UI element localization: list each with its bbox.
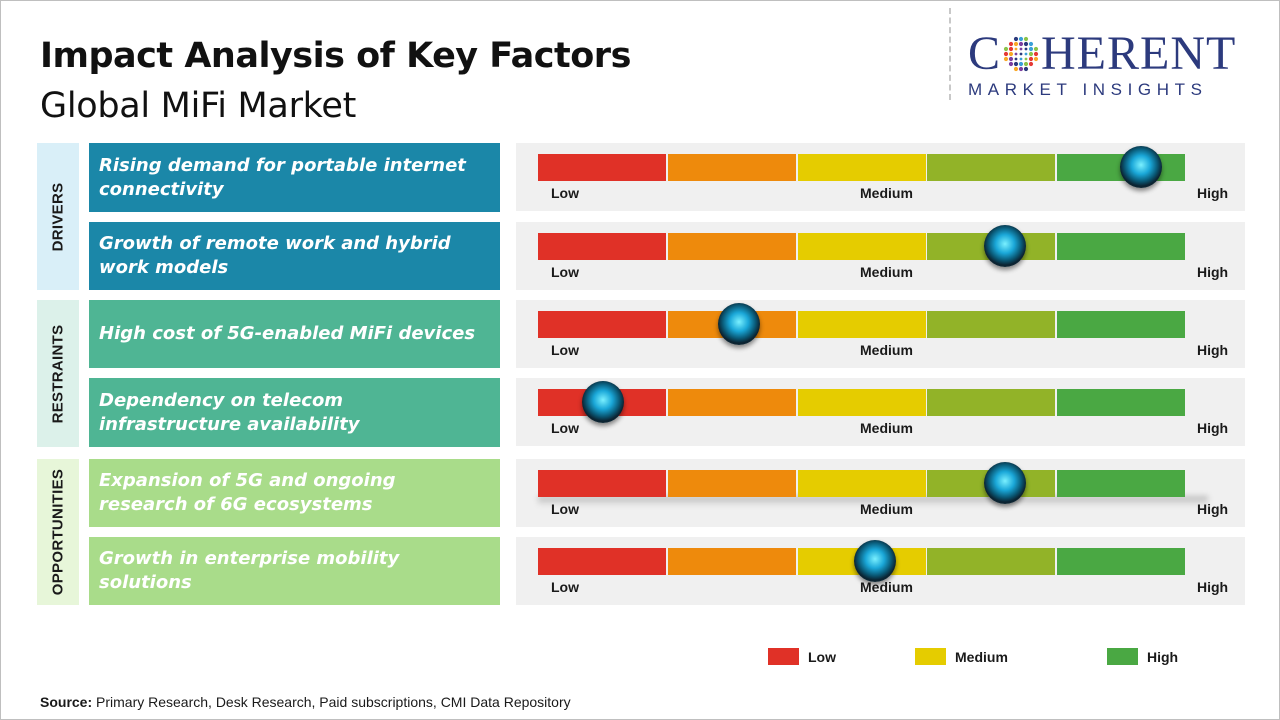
scale-label-low: Low (551, 264, 579, 280)
factor-label: Rising demand for portable internet conn… (89, 143, 500, 212)
page-title: Impact Analysis of Key Factors (40, 36, 631, 76)
gauge-segment (538, 154, 666, 181)
gauge-segment (538, 311, 666, 338)
impact-gauge: Low Medium High (516, 459, 1245, 527)
scale-label-high: High (1197, 501, 1229, 517)
gauge-segment (927, 548, 1055, 575)
legend-label-medium: Medium (955, 648, 1008, 665)
impact-gauge: Low Medium High (516, 378, 1245, 446)
factor-label: Growth in enterprise mobility solutions (89, 537, 500, 605)
impact-gauge: Low Medium High (516, 300, 1245, 368)
logo-tagline: MARKET INSIGHTS (968, 80, 1208, 99)
scale-label-medium: Medium (860, 579, 913, 595)
impact-marker (983, 225, 1026, 267)
factor-label: Growth of remote work and hybrid work mo… (89, 222, 500, 290)
scale-label-high: High (1197, 342, 1229, 358)
factor-label: High cost of 5G-enabled MiFi devices (89, 300, 500, 368)
scale-label-medium: Medium (860, 501, 913, 517)
impact-marker (581, 381, 624, 423)
impact-gauge: Low Medium High (516, 537, 1245, 605)
source-note: Source: Primary Research, Desk Research,… (40, 694, 571, 710)
scale-label-low: Low (551, 501, 579, 517)
factor-label: Dependency on telecom infrastructure ava… (89, 378, 500, 447)
gauge-segment (668, 470, 796, 497)
scale-label-low: Low (551, 579, 579, 595)
gauge-segment (1057, 389, 1185, 416)
scale-label-high: High (1197, 264, 1229, 280)
source-label: Source: (40, 694, 93, 710)
category-name: RESTRAINTS (49, 324, 67, 423)
category-label-opportunities: OPPORTUNITIES (37, 459, 79, 605)
gauge-segment (538, 233, 666, 260)
gauge-segment (668, 548, 796, 575)
impact-gauge: Low Medium High (516, 143, 1245, 211)
gauge-segment (538, 470, 666, 497)
gauge-segment (668, 389, 796, 416)
gauge-segment (798, 233, 926, 260)
legend-label-high: High (1147, 648, 1179, 665)
legend-item-low: Low (768, 648, 836, 665)
scale-label-high: High (1197, 420, 1229, 436)
impact-marker (853, 540, 896, 582)
scale-label-high: High (1197, 579, 1229, 595)
gauge-segment (927, 154, 1055, 181)
scale-label-medium: Medium (860, 185, 913, 201)
gauge-segment (927, 389, 1055, 416)
scale-label-medium: Medium (860, 420, 913, 436)
logo-wordmark: C HERENT (968, 27, 1237, 80)
category-label-drivers: DRIVERS (37, 143, 79, 290)
source-text: Primary Research, Desk Research, Paid su… (92, 694, 571, 710)
impact-gauge: Low Medium High (516, 222, 1245, 290)
scale-label-low: Low (551, 420, 579, 436)
category-name: DRIVERS (49, 182, 67, 251)
gauge-segment (668, 233, 796, 260)
category-label-restraints: RESTRAINTS (37, 300, 79, 447)
page-subtitle: Global MiFi Market (40, 86, 357, 126)
legend-swatch-medium (915, 648, 946, 665)
gauge-segment (668, 154, 796, 181)
gauge-segment (538, 548, 666, 575)
legend-item-high: High (1107, 648, 1178, 665)
scale-label-low: Low (551, 342, 579, 358)
gauge-segment (798, 389, 926, 416)
gauge-shadow (538, 496, 1208, 506)
legend-swatch-high (1107, 648, 1138, 665)
gauge-segment (798, 470, 926, 497)
gauge-segment (1057, 233, 1185, 260)
scale-label-high: High (1197, 185, 1229, 201)
gauge-segment (798, 154, 926, 181)
gauge-segment (1057, 470, 1185, 497)
impact-marker (983, 462, 1026, 504)
gauge-segment (1057, 311, 1185, 338)
gauge-segment (1057, 548, 1185, 575)
factor-label: Expansion of 5G and ongoing research of … (89, 459, 500, 527)
scale-label-medium: Medium (860, 264, 913, 280)
impact-marker (1119, 146, 1162, 188)
impact-marker (717, 303, 760, 345)
gauge-segment (798, 311, 926, 338)
scale-label-medium: Medium (860, 342, 913, 358)
category-name: OPPORTUNITIES (49, 468, 67, 596)
legend-item-medium: Medium (915, 648, 1008, 665)
legend-swatch-low (768, 648, 799, 665)
gauge-segment (927, 311, 1055, 338)
legend-label-low: Low (808, 648, 836, 665)
header-divider (949, 8, 951, 100)
scale-label-low: Low (551, 185, 579, 201)
company-logo: C HERENT MARKET INSIGHTS (968, 30, 1263, 100)
logo-dot-globe-icon (1003, 36, 1039, 72)
